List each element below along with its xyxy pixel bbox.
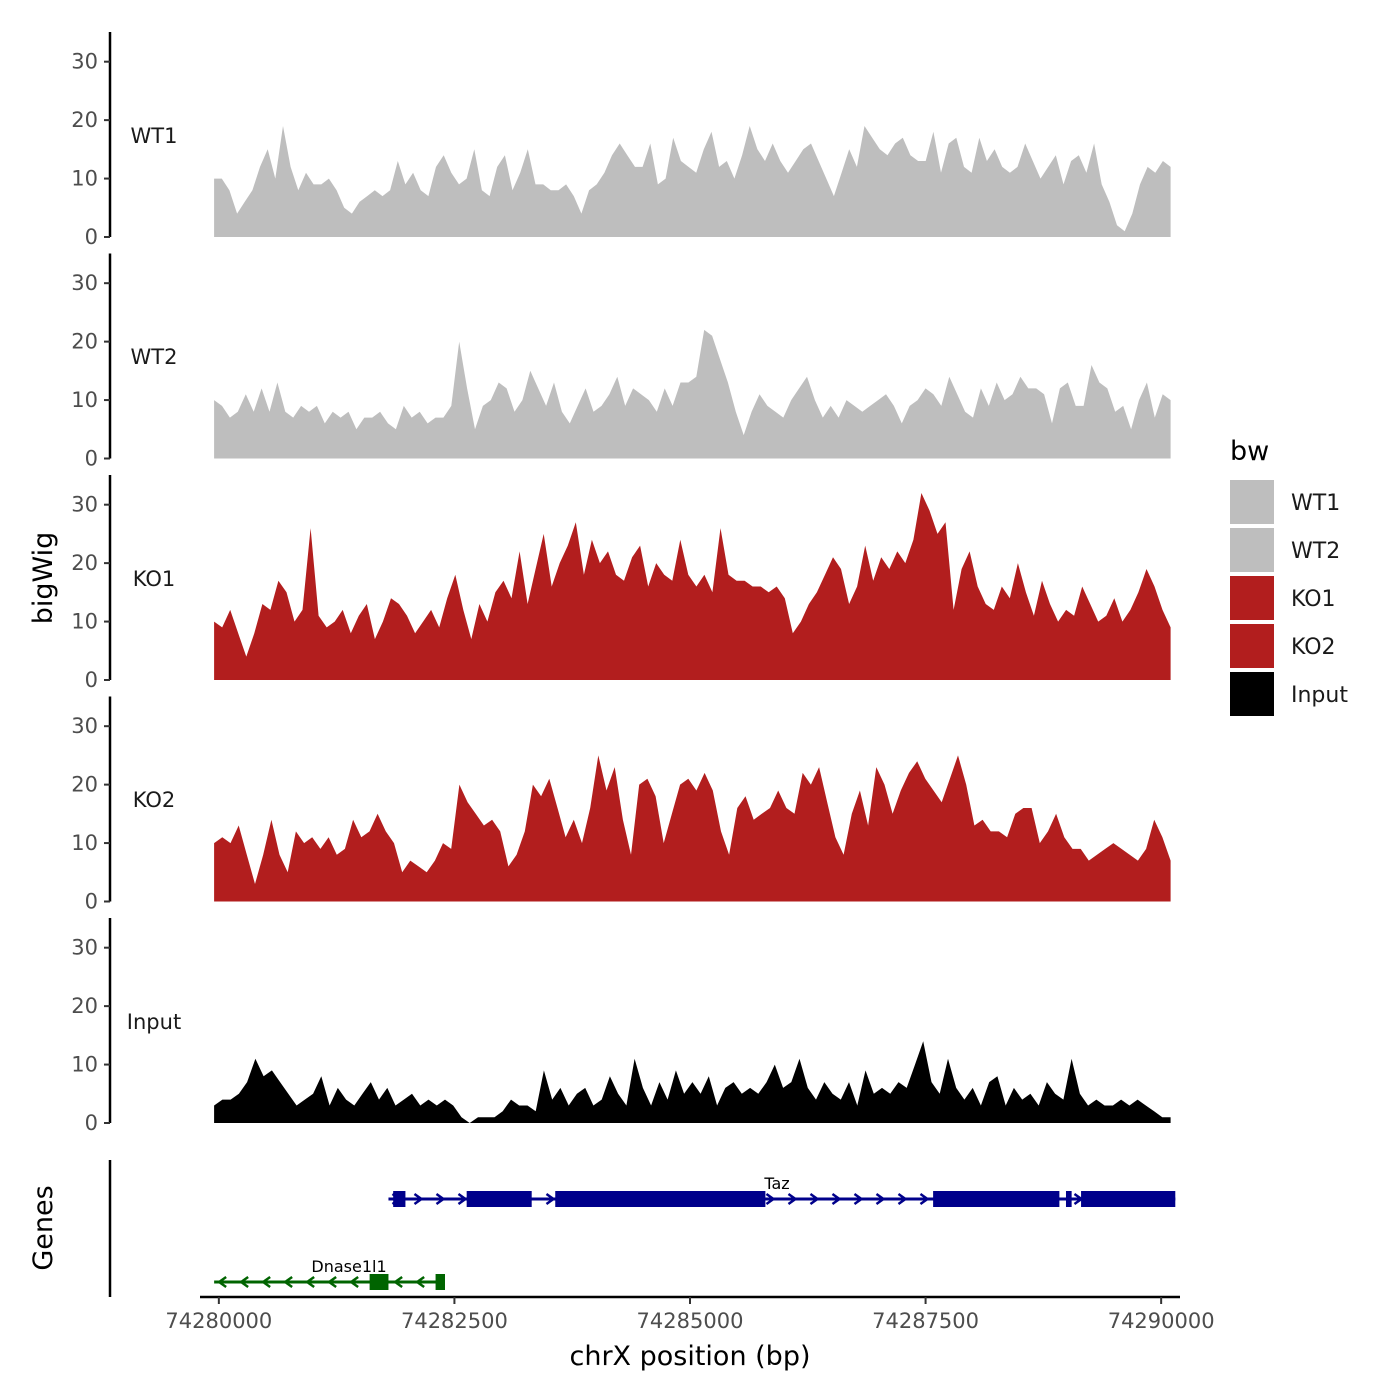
x-tick-label: 74282500 <box>401 1309 508 1333</box>
y-tick-label-ko1: 30 <box>71 493 98 517</box>
track-input: 0 10 20 30 Input <box>71 918 1171 1135</box>
y-tick-label-ko1: 0 <box>85 668 98 692</box>
strand-arrow-icon <box>765 1192 776 1206</box>
strand-arrow-icon <box>348 1275 359 1289</box>
strand-arrow-icon <box>216 1275 227 1289</box>
gene-taz: Taz <box>388 1174 1176 1207</box>
strand-arrow-icon <box>260 1275 271 1289</box>
track-ko2: 0 10 20 30 KO2 <box>71 696 1171 914</box>
legend-label-input: Input <box>1291 683 1348 708</box>
gene-dnase1l1: Dnase1l1 <box>214 1257 445 1290</box>
genes-axis-title: Genes <box>28 1185 59 1270</box>
y-tick-label-ko2: 10 <box>71 831 98 855</box>
y-tick-label-wt1: 20 <box>71 108 98 132</box>
x-tick-label: 74287500 <box>872 1309 979 1333</box>
x-axis: 74280000 74282500 74285000 74287500 74290000 <box>165 1295 1215 1333</box>
strand-arrow-icon <box>545 1192 556 1206</box>
gene-exon <box>1065 1191 1072 1207</box>
strand-arrow-icon <box>392 1275 403 1289</box>
y-tick-label-ko1: 20 <box>71 551 98 575</box>
legend-swatch-ko1 <box>1230 576 1274 620</box>
track-label-wt1: WT1 <box>131 124 178 148</box>
gene-label: Dnase1l1 <box>311 1257 386 1276</box>
y-tick-label-wt2: 20 <box>71 330 98 354</box>
legend: bw WT1 WT2 KO1 KO2 Input <box>1230 436 1348 716</box>
y-tick-label-input: 30 <box>71 936 98 960</box>
strand-arrow-icon <box>414 1275 425 1289</box>
track-label-ko1: KO1 <box>133 567 176 591</box>
y-tick-label-wt1: 0 <box>85 225 98 249</box>
area-input <box>214 1041 1171 1123</box>
strand-arrow-icon <box>435 1192 446 1206</box>
legend-label-ko1: KO1 <box>1291 587 1336 612</box>
y-tick-label-wt2: 0 <box>85 447 98 471</box>
track-ko1: 0 10 20 30 KO1 <box>71 475 1171 692</box>
strand-arrow-icon <box>875 1192 886 1206</box>
legend-title: bw <box>1230 436 1269 467</box>
y-tick-label-wt1: 10 <box>71 167 98 191</box>
strand-arrow-icon <box>413 1192 424 1206</box>
strand-arrow-icon <box>326 1275 337 1289</box>
y-tick-label-input: 20 <box>71 994 98 1018</box>
y-tick-label-ko2: 20 <box>71 773 98 797</box>
genes-panel: Taz Dnase1l1 <box>108 1160 1176 1297</box>
track-wt2: 0 10 20 30 WT2 <box>71 253 1171 471</box>
gene-exon <box>369 1274 389 1290</box>
legend-swatch-input <box>1230 672 1274 716</box>
area-ko2 <box>214 755 1171 902</box>
gene-exon <box>466 1191 532 1207</box>
gene-exon <box>1081 1191 1176 1207</box>
area-wt2 <box>214 329 1171 459</box>
strand-arrow-icon <box>853 1192 864 1206</box>
strand-arrow-icon <box>238 1275 249 1289</box>
y-tick-label-wt2: 30 <box>71 271 98 295</box>
legend-swatch-wt2 <box>1230 528 1274 572</box>
strand-arrow-icon <box>457 1192 468 1206</box>
x-tick-label: 74280000 <box>165 1309 272 1333</box>
area-ko1 <box>214 493 1171 680</box>
gene-exon <box>435 1274 445 1290</box>
strand-arrow-icon <box>897 1192 908 1206</box>
strand-arrow-icon <box>831 1192 842 1206</box>
area-wt1 <box>214 126 1171 237</box>
y-tick-label-input: 0 <box>85 1111 98 1135</box>
y-tick-label-ko1: 10 <box>71 610 98 634</box>
y-tick-label-ko2: 30 <box>71 714 98 738</box>
legend-swatch-wt1 <box>1230 480 1274 524</box>
strand-arrow-icon <box>809 1192 820 1206</box>
y-axis-title: bigWig <box>28 532 59 625</box>
y-tick-label-wt2: 10 <box>71 388 98 412</box>
y-tick-label-wt1: 30 <box>71 50 98 74</box>
gene-exon <box>933 1191 1060 1207</box>
legend-label-wt2: WT2 <box>1291 539 1340 564</box>
legend-swatch-ko2 <box>1230 624 1274 668</box>
strand-arrow-icon <box>787 1192 798 1206</box>
gene-exon <box>393 1191 406 1207</box>
y-tick-label-input: 10 <box>71 1053 98 1077</box>
x-tick-label: 74285000 <box>637 1309 744 1333</box>
strand-arrow-icon <box>919 1192 930 1206</box>
track-label-input: Input <box>127 1010 181 1034</box>
y-tick-label-ko2: 0 <box>85 890 98 914</box>
track-wt1: 0 10 20 30 WT1 <box>71 32 1171 249</box>
strand-arrow-icon <box>282 1275 293 1289</box>
strand-arrow-icon <box>304 1275 315 1289</box>
x-tick-label: 74290000 <box>1108 1309 1215 1333</box>
x-axis-title: chrX position (bp) <box>569 1341 810 1372</box>
track-label-wt2: WT2 <box>131 345 178 369</box>
gene-label: Taz <box>763 1174 789 1193</box>
legend-label-wt1: WT1 <box>1291 491 1340 516</box>
legend-label-ko2: KO2 <box>1291 635 1336 660</box>
signal-tracks: 0 10 20 30 WT1 0 10 20 30 WT2 0 10 20 30 KO1 0 10 20 30 KO2… <box>71 32 1171 1135</box>
gene-exon <box>555 1191 766 1207</box>
track-label-ko2: KO2 <box>133 788 176 812</box>
